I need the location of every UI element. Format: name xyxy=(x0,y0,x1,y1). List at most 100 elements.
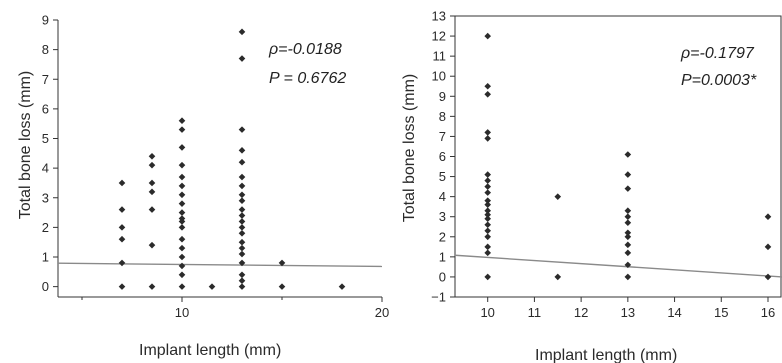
right-data-point xyxy=(484,171,491,178)
right-rho-annotation: ρ=-0.1797 xyxy=(680,45,755,62)
left-y-tick-label: 9 xyxy=(42,13,49,28)
left-data-point xyxy=(238,173,246,181)
left-data-point xyxy=(118,179,126,187)
right-data-point xyxy=(624,233,632,241)
left-data-point xyxy=(238,218,246,225)
left-y-tick-label: 6 xyxy=(42,101,49,116)
left-y-tick-label: 0 xyxy=(42,279,49,294)
right-data-point xyxy=(484,207,491,214)
left-data-point xyxy=(238,230,246,237)
right-data-point xyxy=(484,189,491,196)
left-data-point xyxy=(238,238,246,246)
right-data-point xyxy=(624,213,632,221)
right-y-tick-label: 0 xyxy=(439,269,446,284)
right-data-point xyxy=(624,229,632,237)
left-data-point xyxy=(238,250,246,258)
left-data-point xyxy=(118,259,126,267)
left-data-point xyxy=(178,218,186,225)
right-y-tick-label: 12 xyxy=(432,29,446,44)
left-data-point xyxy=(338,283,346,290)
right-data-point xyxy=(764,273,772,281)
left-data-point xyxy=(238,212,246,219)
left-data-point xyxy=(178,182,186,190)
right-x-tick-label: 10 xyxy=(480,305,494,320)
left-data-point xyxy=(238,283,246,290)
right-data-point xyxy=(484,82,491,90)
left-data-point xyxy=(178,244,186,252)
right-data-point xyxy=(624,261,632,269)
left-y-tick-label: 4 xyxy=(42,161,49,176)
left-data-point xyxy=(118,283,126,290)
left-data-point xyxy=(178,117,186,125)
right-y-tick-label: 1 xyxy=(439,249,446,264)
right-data-point xyxy=(484,221,491,229)
right-x-tick-label: 16 xyxy=(761,305,775,320)
right-data-point xyxy=(484,90,491,98)
right-y-tick-label: 8 xyxy=(439,109,446,124)
left-data-point xyxy=(238,55,246,62)
right-x-tick-label: 14 xyxy=(667,305,681,320)
left-rho-annotation: ρ=-0.0188 xyxy=(268,41,342,58)
right-data-point xyxy=(484,135,491,142)
right-data-point xyxy=(624,185,632,192)
left-data-point xyxy=(238,182,246,190)
left-data-point xyxy=(178,144,186,151)
right-y-tick-label: −1 xyxy=(431,290,446,305)
right-data-point xyxy=(484,227,491,235)
left-data-point xyxy=(178,200,186,207)
left-x-axis-title: Implant length (mm) xyxy=(139,342,281,359)
right-data-point xyxy=(554,193,562,200)
left-data-point xyxy=(178,209,186,216)
right-data-point xyxy=(484,243,491,251)
right-data-point xyxy=(484,183,491,190)
left-data-point xyxy=(238,197,246,205)
left-y-tick-label: 2 xyxy=(42,220,49,235)
right-data-point xyxy=(764,213,772,221)
left-data-point xyxy=(208,283,216,290)
right-x-tick-label: 15 xyxy=(714,305,728,320)
right-data-point xyxy=(484,211,491,219)
right-x-tick-label: 12 xyxy=(574,305,588,320)
right-data-point xyxy=(484,273,491,281)
right-y-tick-label: 6 xyxy=(439,149,446,164)
right-data-point xyxy=(624,171,632,178)
right-p-value-annotation: P=0.0003* xyxy=(681,72,757,89)
left-data-point xyxy=(238,206,246,213)
left-data-point xyxy=(278,259,286,267)
right-x-tick-label: 13 xyxy=(621,305,635,320)
right-data-point xyxy=(484,197,491,204)
left-scatter-chart: Implant length (mm) Total bone loss (mm)… xyxy=(17,13,389,360)
right-data-point xyxy=(764,243,772,251)
left-data-point xyxy=(148,161,156,169)
left-data-point xyxy=(148,179,156,187)
left-p-value-annotation: P = 0.6762 xyxy=(269,70,346,87)
left-data-point xyxy=(118,224,126,231)
left-data-point xyxy=(238,191,246,199)
right-y-tick-label: 11 xyxy=(433,49,447,64)
right-y-tick-label: 13 xyxy=(432,9,446,24)
left-data-point xyxy=(178,253,186,261)
left-y-axis-title: Total bone loss (mm) xyxy=(17,71,34,220)
right-y-tick-label: 4 xyxy=(439,189,446,204)
left-data-point xyxy=(148,241,156,249)
left-data-point xyxy=(148,206,156,213)
right-data-point xyxy=(624,241,632,249)
left-data-point xyxy=(178,235,186,243)
left-data-point xyxy=(178,283,186,290)
right-data-point xyxy=(484,215,491,223)
left-y-tick-label: 3 xyxy=(42,190,49,205)
right-data-point xyxy=(624,151,632,158)
left-data-point xyxy=(118,235,126,243)
right-data-point xyxy=(624,249,632,257)
left-y-tick-label: 5 xyxy=(42,131,49,146)
left-data-point xyxy=(178,126,186,133)
left-data-point xyxy=(238,244,246,252)
right-data-point xyxy=(624,219,632,227)
right-data-point xyxy=(484,32,491,40)
left-data-point xyxy=(238,259,246,267)
right-data-point xyxy=(484,249,491,257)
right-y-axis-title: Total bone loss (mm) xyxy=(401,74,418,223)
left-data-point xyxy=(178,271,186,279)
left-data-point xyxy=(238,147,246,154)
left-data-point xyxy=(178,262,186,270)
